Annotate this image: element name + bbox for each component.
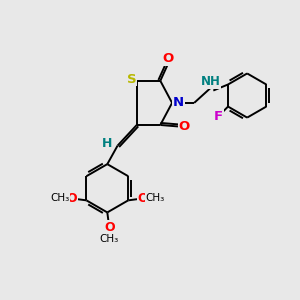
Text: O: O [104, 220, 115, 234]
Text: NH: NH [201, 75, 221, 88]
Text: F: F [214, 110, 223, 123]
Text: O: O [179, 120, 190, 133]
Text: CH₃: CH₃ [146, 193, 165, 203]
Text: O: O [66, 192, 77, 205]
Text: CH₃: CH₃ [50, 193, 70, 203]
Text: H: H [102, 137, 112, 150]
Text: O: O [163, 52, 174, 65]
Text: O: O [138, 192, 148, 205]
Text: CH₃: CH₃ [100, 234, 119, 244]
Text: N: N [173, 96, 184, 110]
Text: S: S [127, 73, 136, 86]
